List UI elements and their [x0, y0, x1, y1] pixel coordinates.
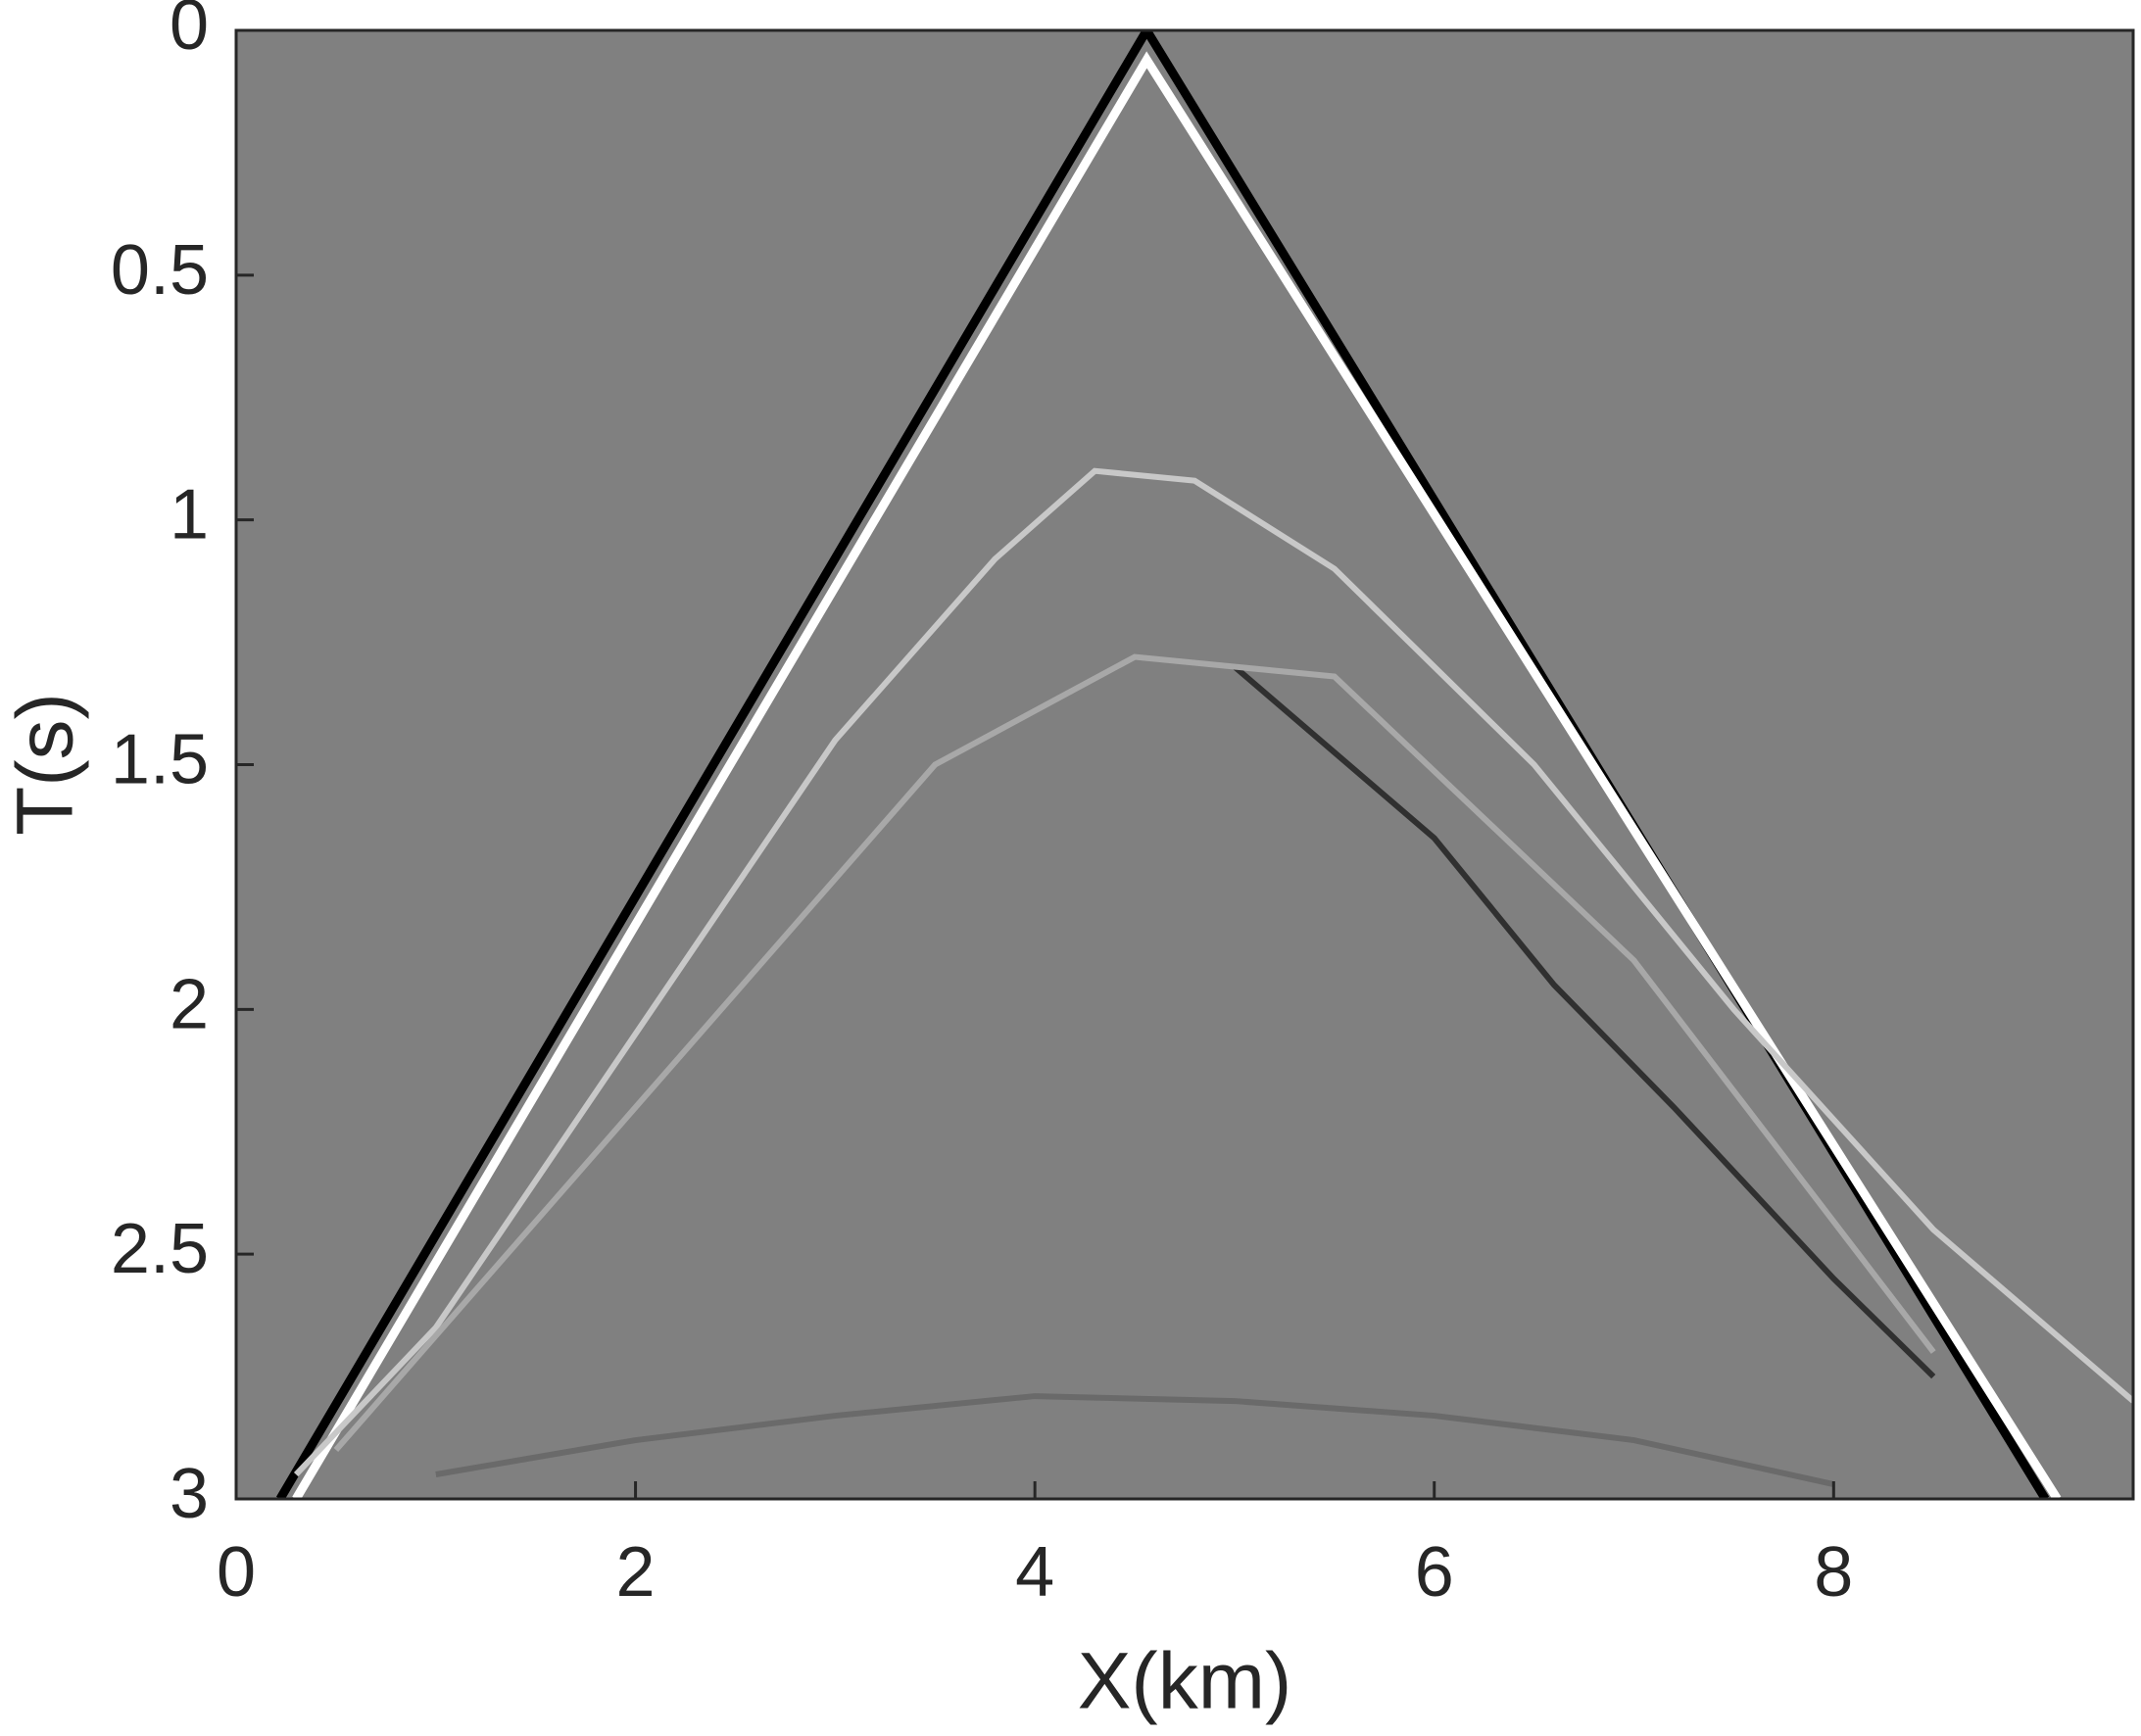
x-tick-label: 2	[616, 1533, 656, 1612]
event-line	[1232, 664, 1936, 1379]
event-line	[292, 51, 2062, 1499]
x-tick-label: 0	[217, 1533, 256, 1612]
y-axis-label: T(s)	[1, 693, 90, 836]
y-tick-label: 0	[170, 0, 209, 65]
event-line	[435, 1393, 1834, 1487]
y-tick-label: 1.5	[111, 721, 209, 799]
y-tick-label: 2	[170, 965, 209, 1043]
x-tick-label: 6	[1415, 1533, 1454, 1612]
y-tick-label: 0.5	[111, 231, 209, 310]
x-axis-label: X(km)	[1078, 1637, 1292, 1726]
y-tick-label: 3	[170, 1455, 209, 1533]
y-tick-label: 1	[170, 476, 209, 555]
y-tick-label: 2.5	[111, 1210, 209, 1288]
event-line	[293, 467, 2133, 1477]
x-tick-label: 4	[1015, 1533, 1054, 1612]
plot-frame	[234, 28, 2135, 1501]
event-line	[333, 653, 1936, 1453]
plot-area	[236, 30, 2133, 1499]
x-tick-label: 8	[1814, 1533, 1853, 1612]
